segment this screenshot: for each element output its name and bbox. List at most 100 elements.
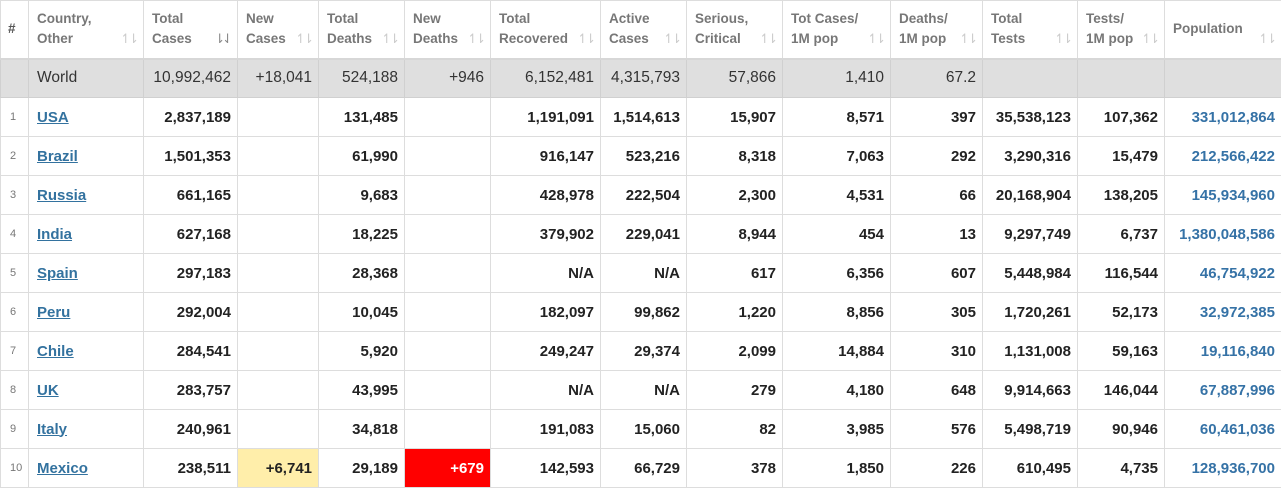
cell-country: Peru — [28, 292, 144, 332]
cell-deaths-1m: 607 — [890, 253, 983, 293]
cell-active-cases: N/A — [600, 253, 687, 293]
cell-new-deaths — [404, 409, 491, 449]
cell-total-deaths: 18,225 — [318, 214, 405, 254]
table-row: 2 Brazil 1,501,353 61,990 916,147 523,216 8,31… — [0, 136, 1281, 176]
cell-serious: 617 — [686, 253, 783, 293]
column-header-label: Active Cases — [609, 11, 650, 47]
sort-arrows-icon[interactable]: ↿⇂ — [120, 30, 139, 46]
cell-population — [1164, 58, 1281, 98]
cell-total-cases: 292,004 — [143, 292, 238, 332]
column-header-tests-1m[interactable]: Tests/1M pop ↿⇂ — [1077, 0, 1165, 60]
cell-deaths-1m: 13 — [890, 214, 983, 254]
column-header-active-cases[interactable]: Active Cases ↿⇂ — [600, 0, 687, 60]
sort-arrows-icon[interactable]: ↿⇂ — [1054, 30, 1073, 46]
country-link[interactable]: Peru — [37, 303, 71, 321]
country-link[interactable]: Chile — [37, 342, 74, 360]
cell-new-cases — [237, 331, 319, 371]
sort-arrows-icon[interactable]: ↿⇂ — [959, 30, 978, 46]
cell-active-cases: 99,862 — [600, 292, 687, 332]
country-link[interactable]: UK — [37, 381, 59, 399]
cell-total-cases: 661,165 — [143, 175, 238, 215]
country-link[interactable]: USA — [37, 108, 69, 126]
table-row: 10 Mexico 238,511 +6,741 29,189 +679 142,593 66… — [0, 448, 1281, 488]
cell-serious: 57,866 — [686, 58, 783, 98]
country-link[interactable]: Mexico — [37, 459, 88, 477]
column-header-total-recovered[interactable]: Total Recovered ↿⇂ — [490, 0, 601, 60]
cell-total-cases: 297,183 — [143, 253, 238, 293]
sort-arrows-icon[interactable]: ↿⇂ — [663, 30, 682, 46]
country-link[interactable]: Italy — [37, 420, 68, 438]
table-row: 5 Spain 297,183 28,368 N/A N/A 617 6,356 607 5,44… — [0, 253, 1281, 293]
cell-total-recovered: 1,191,091 — [490, 97, 601, 137]
cell-total-cases: 284,541 — [143, 331, 238, 371]
cell-total-tests: 9,297,749 — [982, 214, 1078, 254]
sort-arrows-icon[interactable]: ⇂⇃ — [214, 30, 233, 46]
cell-total-tests: 1,131,008 — [982, 331, 1078, 371]
cell-total-tests: 5,498,719 — [982, 409, 1078, 449]
column-header-new-deaths[interactable]: New Deaths ↿⇂ — [404, 0, 491, 60]
cell-new-deaths — [404, 136, 491, 176]
sort-arrows-icon[interactable]: ↿⇂ — [867, 30, 886, 46]
column-header-new-cases[interactable]: New Cases ↿⇂ — [237, 0, 319, 60]
cell-tests-1m: 138,205 — [1077, 175, 1165, 215]
cell-total-tests: 610,495 — [982, 448, 1078, 488]
column-header-population[interactable]: Population ↿⇂ — [1164, 0, 1281, 60]
sort-arrows-icon[interactable]: ↿⇂ — [295, 30, 314, 46]
cell-tests-1m: 116,544 — [1077, 253, 1165, 293]
column-header-serious[interactable]: Serious, Critical ↿⇂ — [686, 0, 783, 60]
cell-idx: 6 — [0, 292, 29, 332]
cell-population: 32,972,385 — [1164, 292, 1281, 332]
cell-cases-1m: 4,180 — [782, 370, 891, 410]
cell-new-cases — [237, 175, 319, 215]
column-header-total-tests[interactable]: Total Tests ↿⇂ — [982, 0, 1078, 60]
cell-new-deaths — [404, 175, 491, 215]
cell-deaths-1m: 66 — [890, 175, 983, 215]
cell-total-tests: 35,538,123 — [982, 97, 1078, 137]
cell-total-deaths: 524,188 — [318, 58, 405, 98]
cell-idx: 5 — [0, 253, 29, 293]
sort-arrows-icon[interactable]: ↿⇂ — [1141, 30, 1160, 46]
cell-new-deaths — [404, 253, 491, 293]
cell-population: 212,566,422 — [1164, 136, 1281, 176]
cell-country: Chile — [28, 331, 144, 371]
cell-population: 331,012,864 — [1164, 97, 1281, 137]
cell-population: 1,380,048,586 — [1164, 214, 1281, 254]
cell-population: 128,936,700 — [1164, 448, 1281, 488]
cell-active-cases: 66,729 — [600, 448, 687, 488]
cell-tests-1m: 107,362 — [1077, 97, 1165, 137]
cell-total-recovered: N/A — [490, 370, 601, 410]
cell-cases-1m: 454 — [782, 214, 891, 254]
table-row: 3 Russia 661,165 9,683 428,978 222,504 2,300 4,… — [0, 175, 1281, 215]
column-header-cases-1m[interactable]: Tot Cases/1M pop ↿⇂ — [782, 0, 891, 60]
cell-country: USA — [28, 97, 144, 137]
cell-total-cases: 2,837,189 — [143, 97, 238, 137]
column-header-total-cases[interactable]: Total Cases ⇂⇃ — [143, 0, 238, 60]
cell-new-cases — [237, 97, 319, 137]
sort-arrows-icon[interactable]: ↿⇂ — [381, 30, 400, 46]
column-header-country[interactable]: Country, Other ↿⇂ — [28, 0, 144, 60]
cell-total-recovered: 428,978 — [490, 175, 601, 215]
cell-idx — [0, 58, 29, 98]
cell-serious: 279 — [686, 370, 783, 410]
country-link[interactable]: Russia — [37, 186, 87, 204]
cell-total-deaths: 61,990 — [318, 136, 405, 176]
sort-arrows-icon[interactable]: ↿⇂ — [759, 30, 778, 46]
cell-active-cases: 4,315,793 — [600, 58, 687, 98]
cell-active-cases: 229,041 — [600, 214, 687, 254]
sort-arrows-icon[interactable]: ↿⇂ — [467, 30, 486, 46]
country-link[interactable]: India — [37, 225, 73, 243]
sort-arrows-icon[interactable]: ↿⇂ — [577, 30, 596, 46]
sort-arrows-icon[interactable]: ↿⇂ — [1258, 30, 1277, 46]
cell-tests-1m: 146,044 — [1077, 370, 1165, 410]
country-link[interactable]: Brazil — [37, 147, 78, 165]
cell-serious: 1,220 — [686, 292, 783, 332]
table-row: 9 Italy 240,961 34,818 191,083 15,060 82 3,985 5… — [0, 409, 1281, 449]
cell-deaths-1m: 226 — [890, 448, 983, 488]
column-header-total-deaths[interactable]: Total Deaths ↿⇂ — [318, 0, 405, 60]
column-header-deaths-1m[interactable]: Deaths/1M pop ↿⇂ — [890, 0, 983, 60]
cell-cases-1m: 7,063 — [782, 136, 891, 176]
column-header-label: Population — [1173, 21, 1243, 37]
cell-active-cases: 523,216 — [600, 136, 687, 176]
column-header-label: Deaths/1M pop — [899, 11, 948, 47]
country-link[interactable]: Spain — [37, 264, 78, 282]
